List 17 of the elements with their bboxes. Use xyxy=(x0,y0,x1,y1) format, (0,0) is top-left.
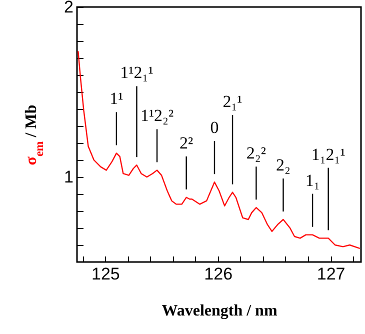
y-tick-label: 1 xyxy=(64,168,74,186)
annotation: 1₁2₁¹ xyxy=(311,144,346,164)
x-tick-label: 126 xyxy=(204,264,233,284)
annotation: 1¹ xyxy=(110,89,124,108)
annotation: 2₂² xyxy=(246,144,266,163)
line-series xyxy=(78,50,360,249)
annotation: 2² xyxy=(180,133,194,152)
x-tick-label: 127 xyxy=(316,264,346,284)
annotation: 1¹2₁¹ xyxy=(120,63,154,82)
annotation: 2₁¹ xyxy=(222,92,242,112)
y-tick-label: 2 xyxy=(64,0,74,16)
annotation: 1¹2₂² xyxy=(140,106,174,126)
annotation: 1₁ xyxy=(305,170,320,190)
annotation: 2₂ xyxy=(276,156,290,174)
x-axis-title: Wavelength / nm xyxy=(162,302,278,320)
x-tick-label: 125 xyxy=(91,264,120,284)
annotation: 0 xyxy=(210,118,219,138)
